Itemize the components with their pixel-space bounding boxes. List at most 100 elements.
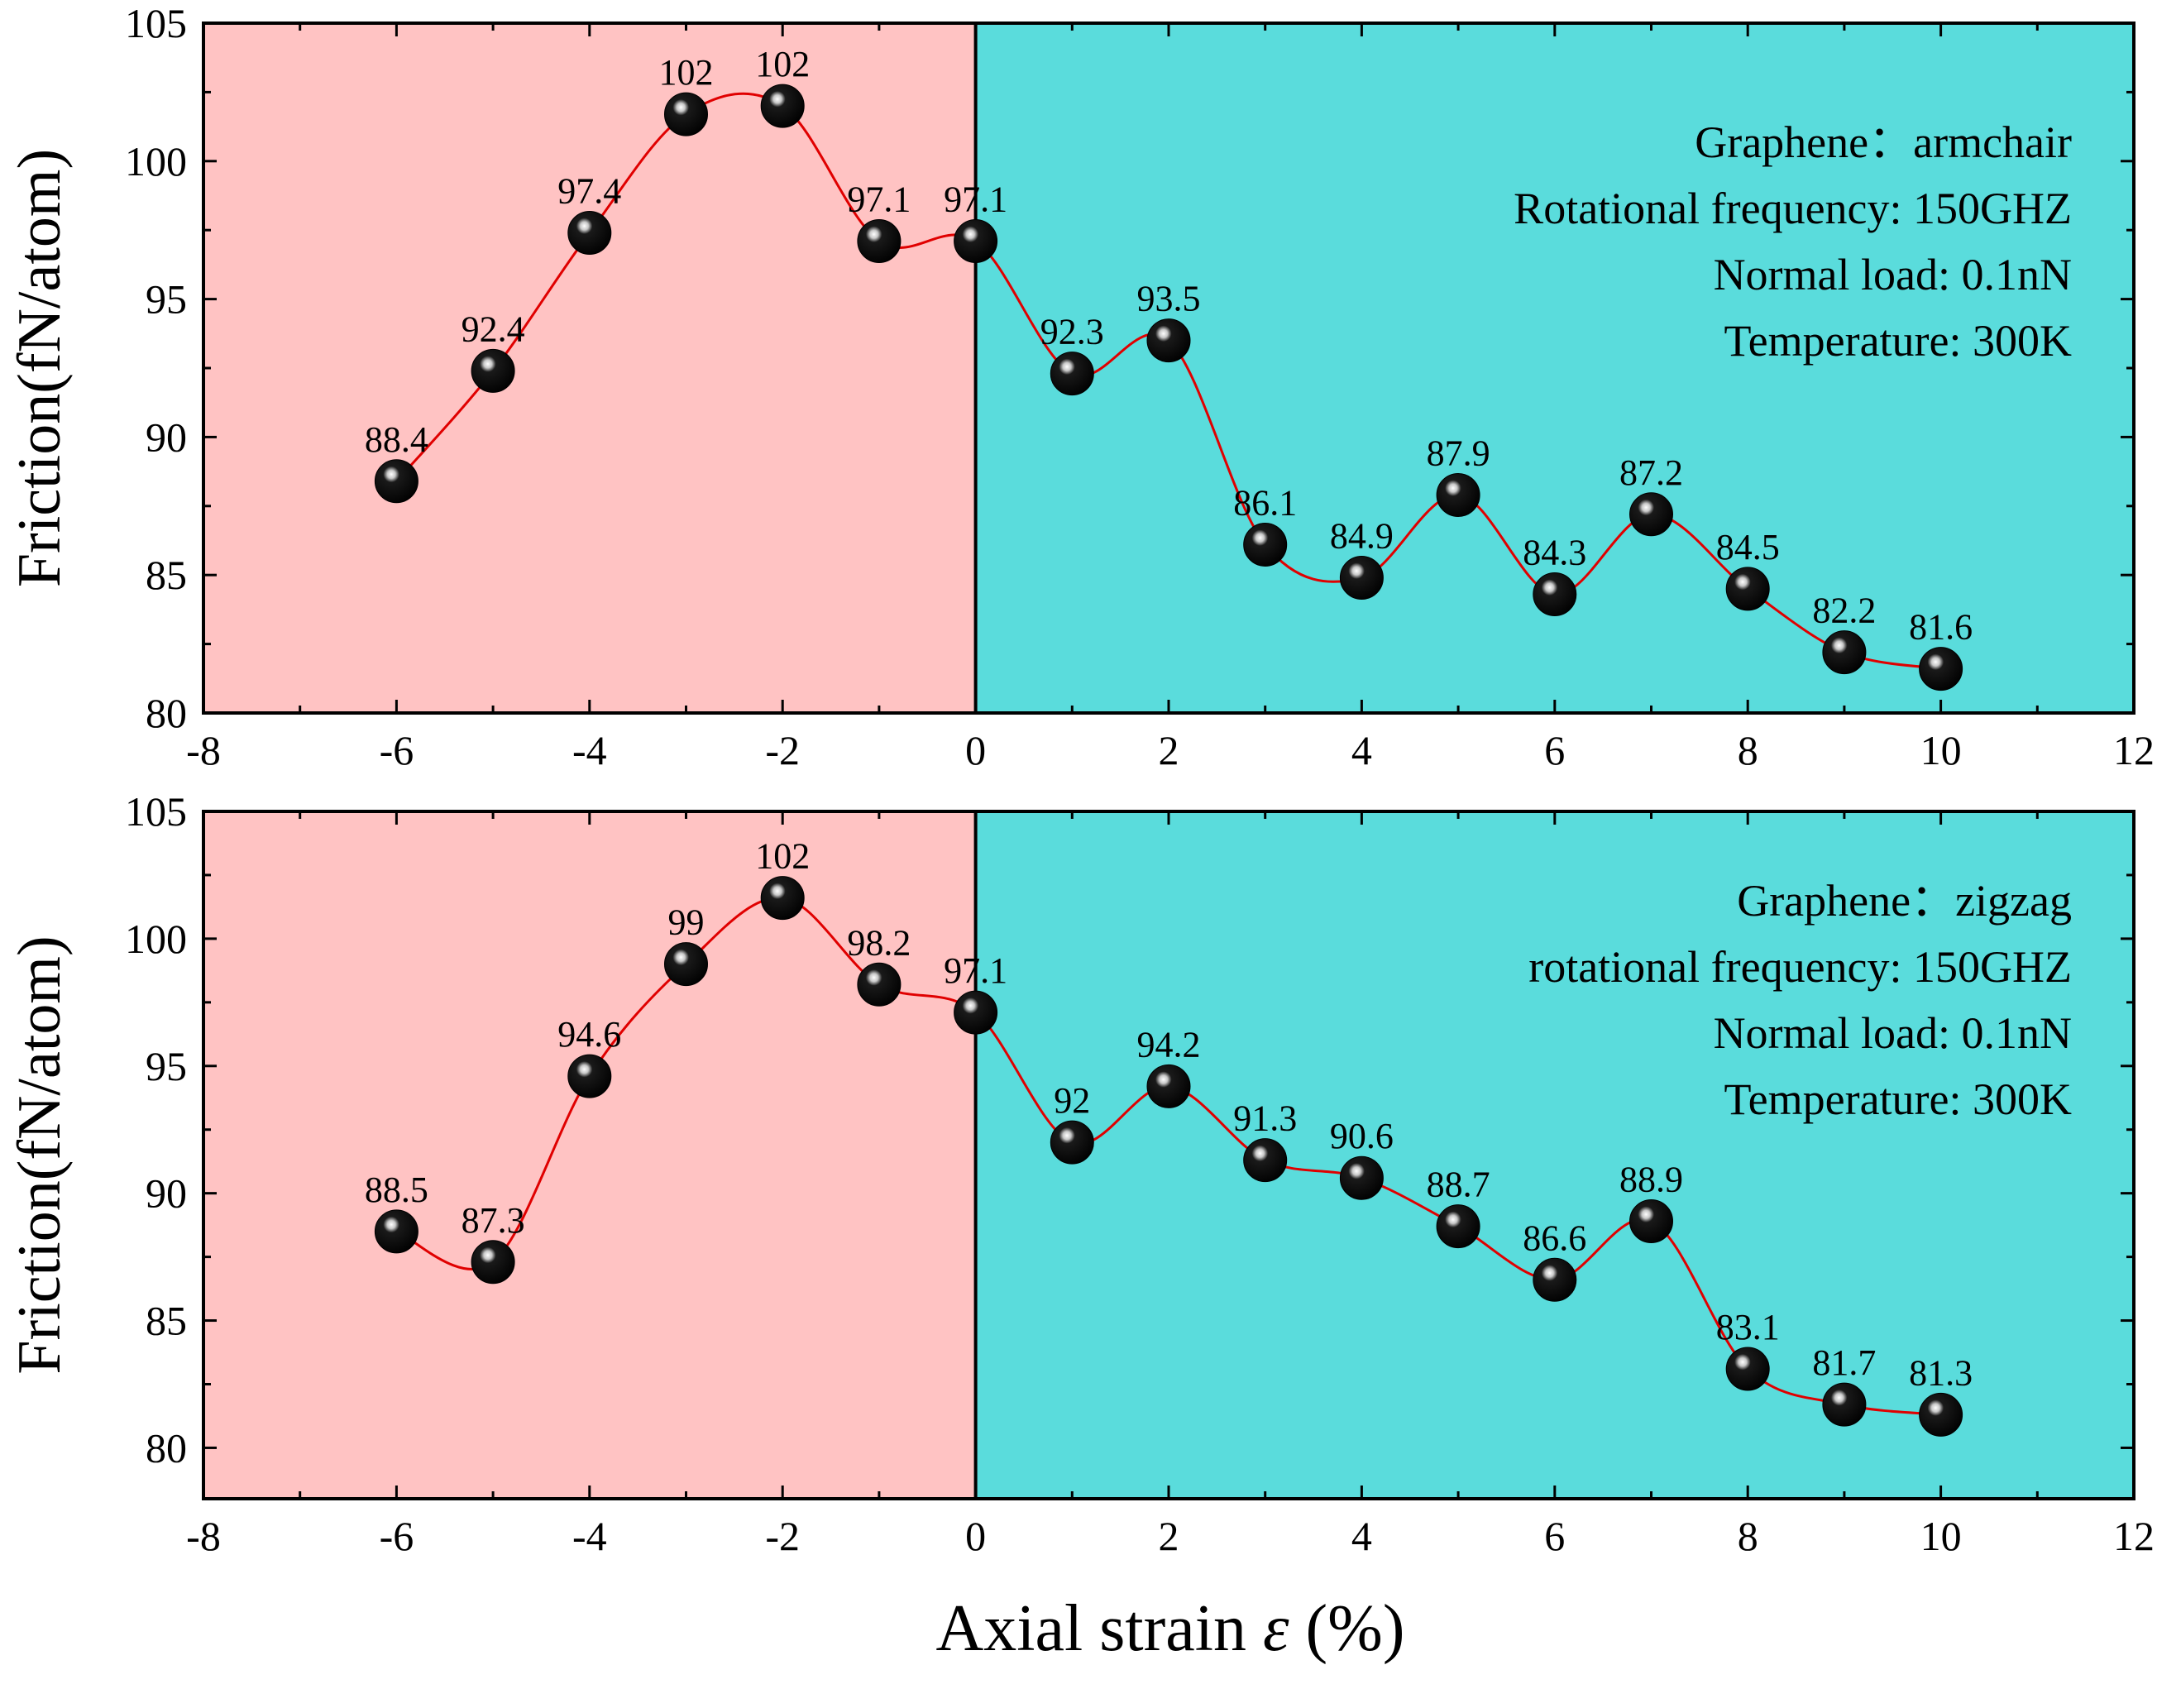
fit-curve xyxy=(395,897,1941,1416)
data-point xyxy=(1533,1257,1577,1302)
data-label: 84.5 xyxy=(1716,527,1780,567)
data-point xyxy=(1243,1138,1288,1183)
x-tick-label: 8 xyxy=(1738,727,1758,773)
x-tick-label: 10 xyxy=(1920,727,1962,773)
data-point xyxy=(954,990,998,1035)
y-tick-label: 105 xyxy=(125,0,187,46)
data-label: 102 xyxy=(755,44,810,84)
y-axis-title: Friction(fN/atom) xyxy=(6,149,74,587)
data-point xyxy=(1822,1382,1867,1427)
annotation-line: Temperature: 300K xyxy=(1724,316,2072,366)
x-tick-label: -8 xyxy=(186,1513,221,1559)
data-label: 92.3 xyxy=(1040,312,1104,352)
data-point xyxy=(1146,1064,1191,1108)
data-point xyxy=(1919,1392,1963,1437)
data-point xyxy=(1436,1204,1480,1249)
x-tick-label: 4 xyxy=(1351,727,1372,773)
annotation-line: Temperature: 300K xyxy=(1724,1074,2072,1124)
x-axis-title: Axial strain ε (%) xyxy=(936,1592,1405,1665)
annotation-line: Rotational frequency: 150GHZ xyxy=(1514,184,2072,233)
data-point xyxy=(1436,472,1480,517)
data-point xyxy=(471,1240,515,1285)
data-point xyxy=(857,219,902,264)
data-point xyxy=(567,1054,612,1098)
x-tick-label: -8 xyxy=(186,727,221,773)
y-tick-label: 85 xyxy=(146,1298,187,1344)
data-label: 87.3 xyxy=(462,1200,525,1241)
data-label: 97.1 xyxy=(944,179,1007,220)
data-point xyxy=(1339,1155,1384,1200)
data-point xyxy=(374,1209,418,1254)
data-label: 98.2 xyxy=(847,922,911,963)
annotation-line: Graphene：zigzag xyxy=(1737,876,2072,926)
data-label: 84.9 xyxy=(1330,516,1394,557)
x-tick-label: 6 xyxy=(1544,1513,1565,1559)
x-tick-label: 12 xyxy=(2113,727,2155,773)
data-point xyxy=(664,942,708,987)
data-point xyxy=(1050,1120,1094,1165)
data-point xyxy=(1725,1347,1770,1391)
data-label: 86.6 xyxy=(1523,1218,1586,1258)
data-point xyxy=(1919,647,1963,691)
data-point xyxy=(760,84,805,128)
y-tick-label: 95 xyxy=(146,1043,187,1089)
data-point xyxy=(954,219,998,264)
annotation-line: Normal load: 0.1nN xyxy=(1714,250,2072,299)
x-tick-label: 12 xyxy=(2113,1513,2155,1559)
y-tick-label: 100 xyxy=(125,916,187,962)
tension-region xyxy=(975,811,2134,1499)
data-label: 81.3 xyxy=(1909,1352,1973,1393)
data-label: 102 xyxy=(659,52,714,93)
data-point xyxy=(1243,523,1288,567)
compression-region xyxy=(203,811,976,1499)
x-tick-label: -4 xyxy=(572,727,607,773)
x-tick-label: 8 xyxy=(1738,1513,1758,1559)
data-point xyxy=(1629,492,1673,537)
x-tick-label: 2 xyxy=(1159,727,1179,773)
data-label: 90.6 xyxy=(1330,1116,1394,1156)
y-tick-label: 80 xyxy=(146,690,187,736)
data-label: 87.9 xyxy=(1427,433,1490,473)
data-label: 94.6 xyxy=(557,1014,621,1055)
y-tick-label: 105 xyxy=(125,788,187,835)
x-tick-label: 10 xyxy=(1920,1513,1962,1559)
annotation-line: Graphene：armchair xyxy=(1695,117,2072,167)
data-point xyxy=(471,348,515,393)
data-label: 93.5 xyxy=(1137,279,1201,319)
compression-region xyxy=(203,23,976,713)
data-label: 92 xyxy=(1054,1080,1090,1121)
data-label: 83.1 xyxy=(1716,1307,1780,1347)
x-tick-label: -2 xyxy=(765,1513,800,1559)
data-label: 97.1 xyxy=(847,179,911,220)
y-tick-label: 80 xyxy=(146,1424,187,1471)
data-label: 84.3 xyxy=(1523,533,1586,573)
data-point xyxy=(1822,630,1867,675)
data-point xyxy=(664,92,708,136)
data-point xyxy=(1725,567,1770,611)
y-tick-label: 95 xyxy=(146,276,187,323)
data-point xyxy=(1629,1199,1673,1244)
data-label: 91.3 xyxy=(1233,1098,1297,1139)
data-label: 97.1 xyxy=(944,950,1007,991)
data-label: 82.2 xyxy=(1812,591,1876,631)
data-point xyxy=(1146,318,1191,363)
data-point xyxy=(760,876,805,921)
data-point xyxy=(567,211,612,256)
x-tick-label: -6 xyxy=(380,1513,414,1559)
y-tick-label: 85 xyxy=(146,552,187,598)
data-label: 88.7 xyxy=(1427,1165,1490,1205)
data-label: 99 xyxy=(668,902,705,943)
x-tick-label: -6 xyxy=(380,727,414,773)
x-tick-label: 0 xyxy=(965,727,986,773)
data-label: 88.5 xyxy=(365,1170,428,1210)
x-tick-label: 4 xyxy=(1351,1513,1372,1559)
data-label: 81.6 xyxy=(1909,607,1973,648)
x-tick-label: 0 xyxy=(965,1513,986,1559)
x-tick-label: -2 xyxy=(765,727,800,773)
data-label: 97.4 xyxy=(557,171,621,212)
data-point xyxy=(1339,556,1384,600)
x-tick-label: 6 xyxy=(1544,727,1565,773)
data-label: 102 xyxy=(755,836,810,877)
y-tick-label: 90 xyxy=(146,1170,187,1217)
